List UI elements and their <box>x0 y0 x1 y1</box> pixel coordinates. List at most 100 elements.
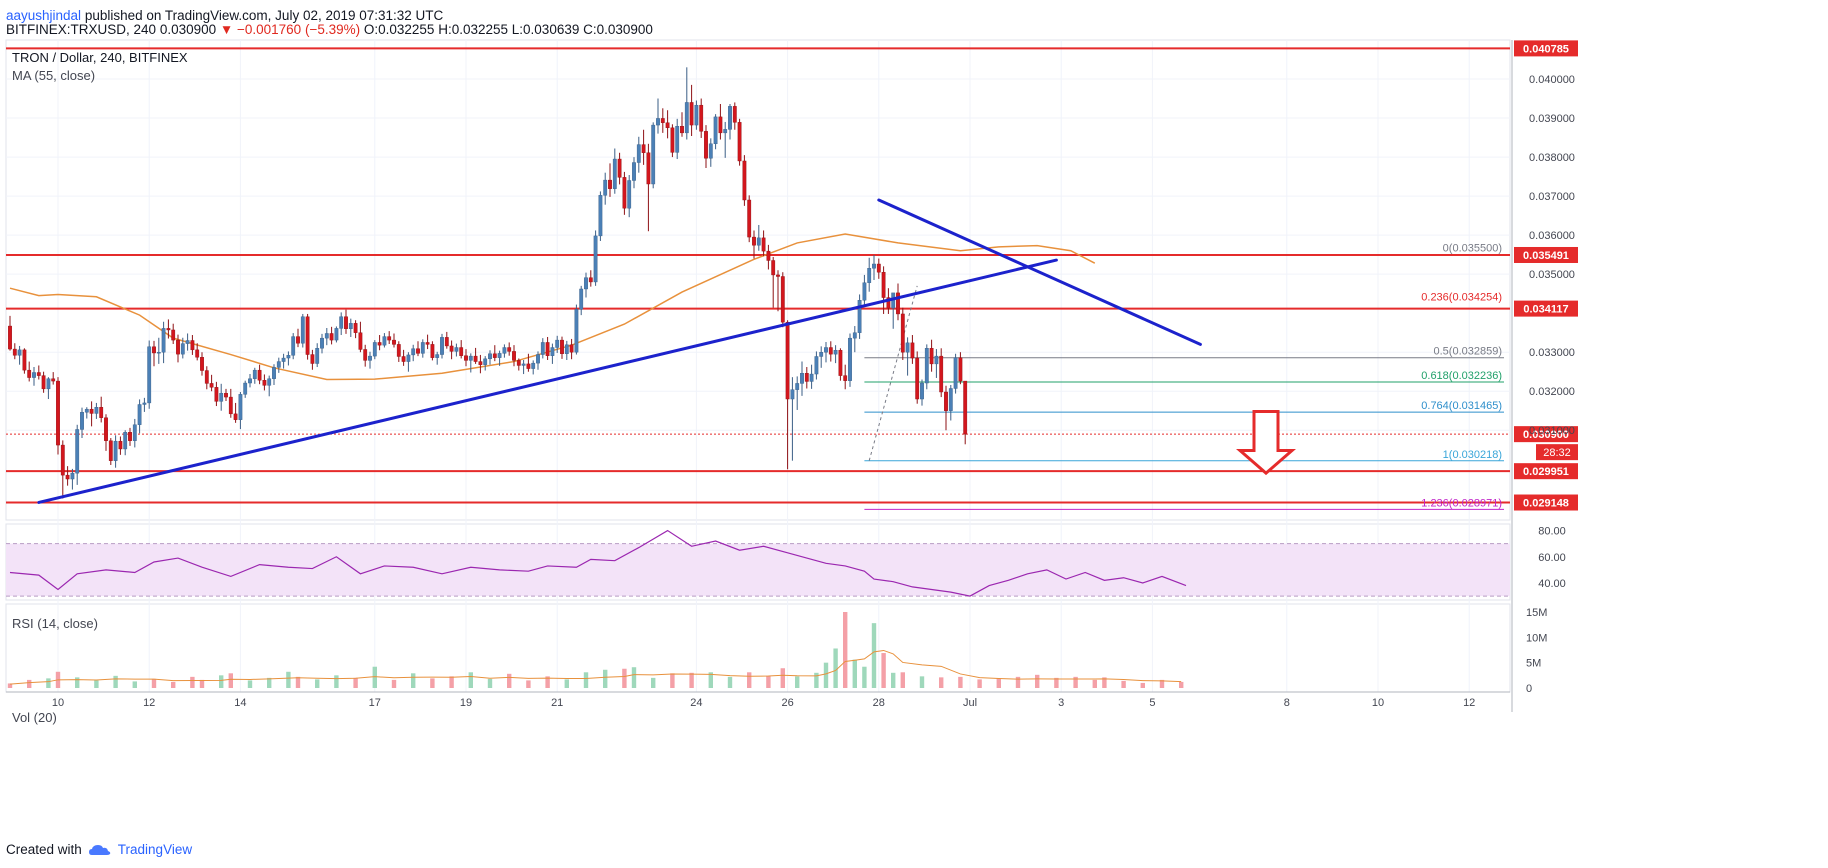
annotations[interactable] <box>1235 410 1297 476</box>
candle <box>142 397 147 412</box>
candle-body <box>507 347 512 352</box>
candle <box>814 351 819 380</box>
candle-body <box>224 392 228 398</box>
candle <box>473 347 478 364</box>
candle-body <box>334 328 339 341</box>
candle-body <box>219 392 224 402</box>
candle-body <box>665 122 670 129</box>
candle <box>545 336 550 360</box>
candle-body <box>617 158 622 178</box>
candle <box>627 175 632 218</box>
time-tick-label: 10 <box>1372 697 1384 709</box>
volume-bar <box>939 677 944 688</box>
candle <box>531 360 536 375</box>
volume-bar <box>766 675 771 688</box>
candle <box>310 349 315 370</box>
candle <box>291 333 296 360</box>
author-link[interactable]: aayushjindal <box>6 8 82 23</box>
candle-body <box>348 323 353 329</box>
candle <box>128 427 132 446</box>
candle-body <box>51 378 56 382</box>
volume-bar <box>545 676 550 688</box>
candle-body <box>603 179 608 196</box>
candle <box>209 374 214 392</box>
volume-bar <box>171 681 176 688</box>
candle <box>483 356 488 371</box>
countdown-tag-bg <box>1536 444 1578 461</box>
trendlines[interactable] <box>37 198 1202 504</box>
candle-body <box>886 297 891 309</box>
time-tick-label: 14 <box>234 697 246 709</box>
candle-body <box>526 363 531 369</box>
candle-body <box>670 127 675 153</box>
volume-bar <box>295 676 301 688</box>
candle-body <box>382 336 387 346</box>
candle-body <box>915 357 920 400</box>
candle <box>358 321 363 353</box>
candle-body <box>704 131 708 159</box>
countdown-tag: 28:32 <box>1543 447 1571 459</box>
candle-body <box>963 380 968 435</box>
open-value: O:0.032255 <box>363 22 435 37</box>
volume-bar <box>1073 676 1078 688</box>
candle-body <box>752 236 756 246</box>
candle <box>348 318 353 337</box>
volume-bar <box>881 653 886 688</box>
candle <box>579 285 584 316</box>
time-tick-label: 21 <box>551 697 563 709</box>
fib-level-label: 0.5(0.032859) <box>1434 346 1503 358</box>
candle-body <box>905 342 910 353</box>
candle-body <box>291 336 296 356</box>
candle-body <box>425 342 430 345</box>
candle <box>684 67 689 140</box>
level-price-tag: 0.034117 <box>1523 304 1568 316</box>
time-tick-label: 5 <box>1149 697 1155 709</box>
candle <box>670 124 675 158</box>
candle-body <box>608 179 612 189</box>
candle-body <box>147 346 152 404</box>
fibonacci-retracement[interactable]: 0(0.035500) 0.236(0.034254) 0.5(0.032859) 0… <box>864 243 1504 510</box>
candle-body <box>454 347 459 352</box>
candle <box>852 326 857 353</box>
level-price-tag: 0.040785 <box>1523 43 1569 55</box>
level-price-tag: 0.029148 <box>1523 498 1569 510</box>
horizontal-levels[interactable]: 0.040785 0.035491 0.034117 0.029951 0.029148… <box>6 40 1578 511</box>
tradingview-brand[interactable]: TradingView <box>117 842 193 857</box>
candle-body <box>99 407 104 418</box>
candle <box>953 353 958 394</box>
candle <box>660 108 665 133</box>
candle <box>569 338 574 360</box>
candle <box>656 98 660 134</box>
candle-body <box>660 118 665 123</box>
candle-body <box>80 412 84 430</box>
volume-bar <box>449 676 454 688</box>
volume-bar <box>891 672 896 688</box>
candle-body <box>142 402 147 405</box>
volume-bar <box>315 679 320 688</box>
time-tick-label: 26 <box>781 697 793 709</box>
candle-body <box>776 274 780 277</box>
candle <box>516 358 521 371</box>
volume-bar <box>564 679 569 688</box>
candle <box>929 339 934 372</box>
candle-body <box>272 367 276 379</box>
volume-label: Vol (20) <box>12 710 57 725</box>
volume-bar <box>1102 677 1107 688</box>
candle-body <box>747 199 752 238</box>
level-price-tag-bg <box>1514 494 1578 511</box>
candle <box>828 341 833 362</box>
candle-body <box>286 355 291 359</box>
candle-body <box>267 378 272 386</box>
candle-body <box>363 349 368 361</box>
time-tick-label: 17 <box>369 697 381 709</box>
candle <box>838 348 843 381</box>
volume-bar <box>977 679 982 688</box>
volume-bar <box>823 662 829 688</box>
current-price-tag: 0.030900 <box>1523 429 1569 441</box>
candle-body <box>377 342 382 346</box>
candle <box>329 326 334 345</box>
ma-label: MA (55, close) <box>12 68 95 83</box>
volume-bar <box>996 678 1001 688</box>
candle-body <box>310 354 315 364</box>
